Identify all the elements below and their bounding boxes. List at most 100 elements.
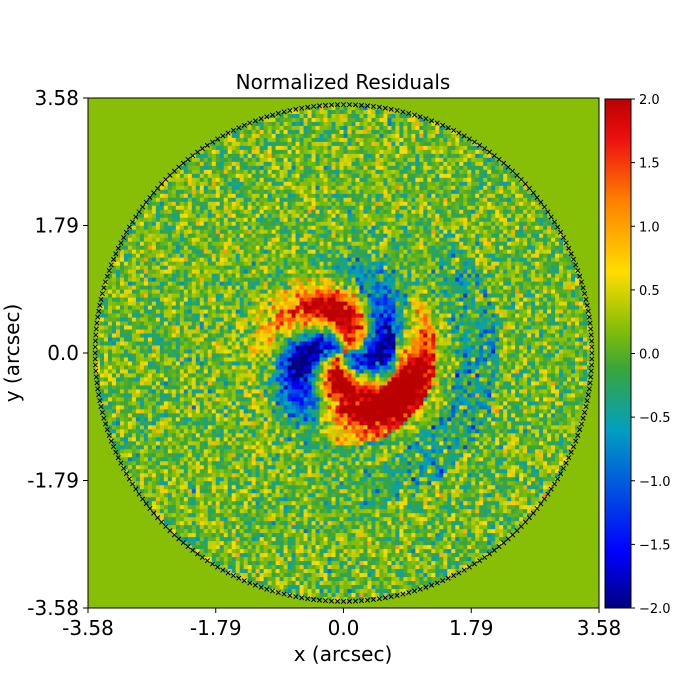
residual-pixel: [315, 213, 320, 219]
residual-pixel: [491, 285, 496, 290]
residual-pixel: [175, 233, 181, 239]
residual-pixel: [343, 149, 348, 155]
residual-pixel: [471, 193, 476, 199]
residual-pixel: [151, 237, 157, 243]
residual-pixel: [535, 285, 540, 290]
residual-pixel: [191, 197, 197, 203]
residual-pixel: [475, 209, 480, 215]
residual-pixel: [191, 249, 197, 254]
residual-pixel: [251, 257, 256, 262]
residual-pixel: [251, 237, 256, 243]
residual-pixel: [351, 249, 356, 254]
residual-pixel: [215, 185, 221, 191]
residual-pixel: [411, 165, 416, 171]
residual-pixel: [319, 265, 324, 270]
residual-pixel: [359, 177, 364, 183]
residual-pixel: [351, 289, 356, 294]
residual-pixel: [215, 197, 221, 203]
residual-pixel: [579, 285, 584, 290]
residual-pixel: [215, 273, 221, 278]
residual-pixel: [315, 197, 320, 203]
residual-pixel: [179, 241, 185, 247]
residual-pixel: [575, 297, 580, 302]
residual-pixel: [375, 281, 380, 286]
residual-pixel: [339, 133, 344, 139]
residual-pixel: [535, 293, 540, 298]
residual-pixel: [367, 273, 372, 278]
residual-pixel: [367, 277, 372, 282]
residual-pixel: [203, 265, 209, 270]
residual-pixel: [319, 253, 324, 258]
residual-pixel: [427, 265, 432, 270]
residual-pixel: [295, 205, 300, 211]
residual-pixel: [255, 253, 260, 258]
residual-pixel: [139, 233, 145, 239]
residual-pixel: [187, 217, 193, 223]
residual-pixel: [295, 229, 300, 235]
residual-pixel: [391, 109, 396, 115]
residual-pixel: [143, 257, 149, 262]
residual-pixel: [239, 289, 244, 294]
residual-pixel: [271, 225, 276, 231]
residual-pixel: [143, 273, 149, 278]
residual-pixel: [231, 189, 237, 195]
residual-pixel: [403, 237, 408, 243]
residual-pixel: [323, 309, 328, 314]
residual-pixel: [283, 273, 288, 278]
residual-pixel: [379, 181, 384, 187]
residual-pixel: [203, 165, 209, 171]
residual-pixel: [259, 269, 264, 274]
residual-pixel: [231, 265, 237, 270]
residual-pixel: [343, 189, 348, 195]
residual-pixel: [279, 293, 284, 298]
residual-pixel: [307, 233, 312, 239]
residual-pixel: [343, 104, 348, 107]
residual-pixel: [311, 269, 316, 274]
residual-pixel: [279, 269, 284, 274]
residual-pixel: [371, 149, 376, 155]
residual-pixel: [407, 205, 412, 211]
residual-pixel: [275, 281, 280, 286]
residual-pixel: [275, 157, 280, 163]
residual-pixel: [455, 261, 460, 266]
residual-pixel: [235, 269, 240, 274]
residual-pixel: [335, 149, 340, 155]
residual-pixel: [167, 229, 173, 235]
residual-pixel: [443, 245, 448, 250]
residual-pixel: [227, 245, 233, 250]
residual-pixel: [539, 257, 544, 262]
residual-pixel: [347, 225, 352, 231]
residual-pixel: [251, 301, 256, 306]
residual-pixel: [371, 269, 376, 274]
residual-pixel: [263, 201, 268, 207]
residual-pixel: [331, 265, 336, 270]
residual-pixel: [519, 277, 524, 282]
residual-pixel: [267, 129, 272, 135]
residual-pixel: [335, 161, 340, 167]
residual-pixel: [519, 297, 524, 302]
residual-pixel: [231, 233, 237, 239]
residual-pixel: [163, 265, 169, 270]
residual-pixel: [503, 245, 508, 250]
residual-pixel: [347, 105, 352, 111]
residual-pixel: [407, 113, 412, 119]
residual-pixel: [143, 213, 149, 219]
residual-pixel: [311, 165, 316, 171]
residual-pixel: [151, 309, 157, 314]
residual-pixel: [487, 209, 492, 215]
residual-pixel: [199, 221, 205, 227]
residual-pixel: [107, 293, 113, 298]
residual-pixel: [335, 109, 340, 115]
residual-pixel: [339, 277, 344, 282]
residual-pixel: [531, 297, 536, 302]
residual-pixel: [415, 157, 420, 163]
residual-pixel: [243, 301, 248, 306]
residual-pixel: [543, 217, 548, 223]
residual-pixel: [483, 233, 488, 239]
residual-pixel: [495, 201, 500, 207]
residual-pixel: [167, 293, 173, 298]
residual-pixel: [227, 273, 233, 278]
residual-pixel: [151, 193, 157, 199]
residual-pixel: [403, 305, 408, 310]
residual-pixel: [155, 225, 161, 231]
